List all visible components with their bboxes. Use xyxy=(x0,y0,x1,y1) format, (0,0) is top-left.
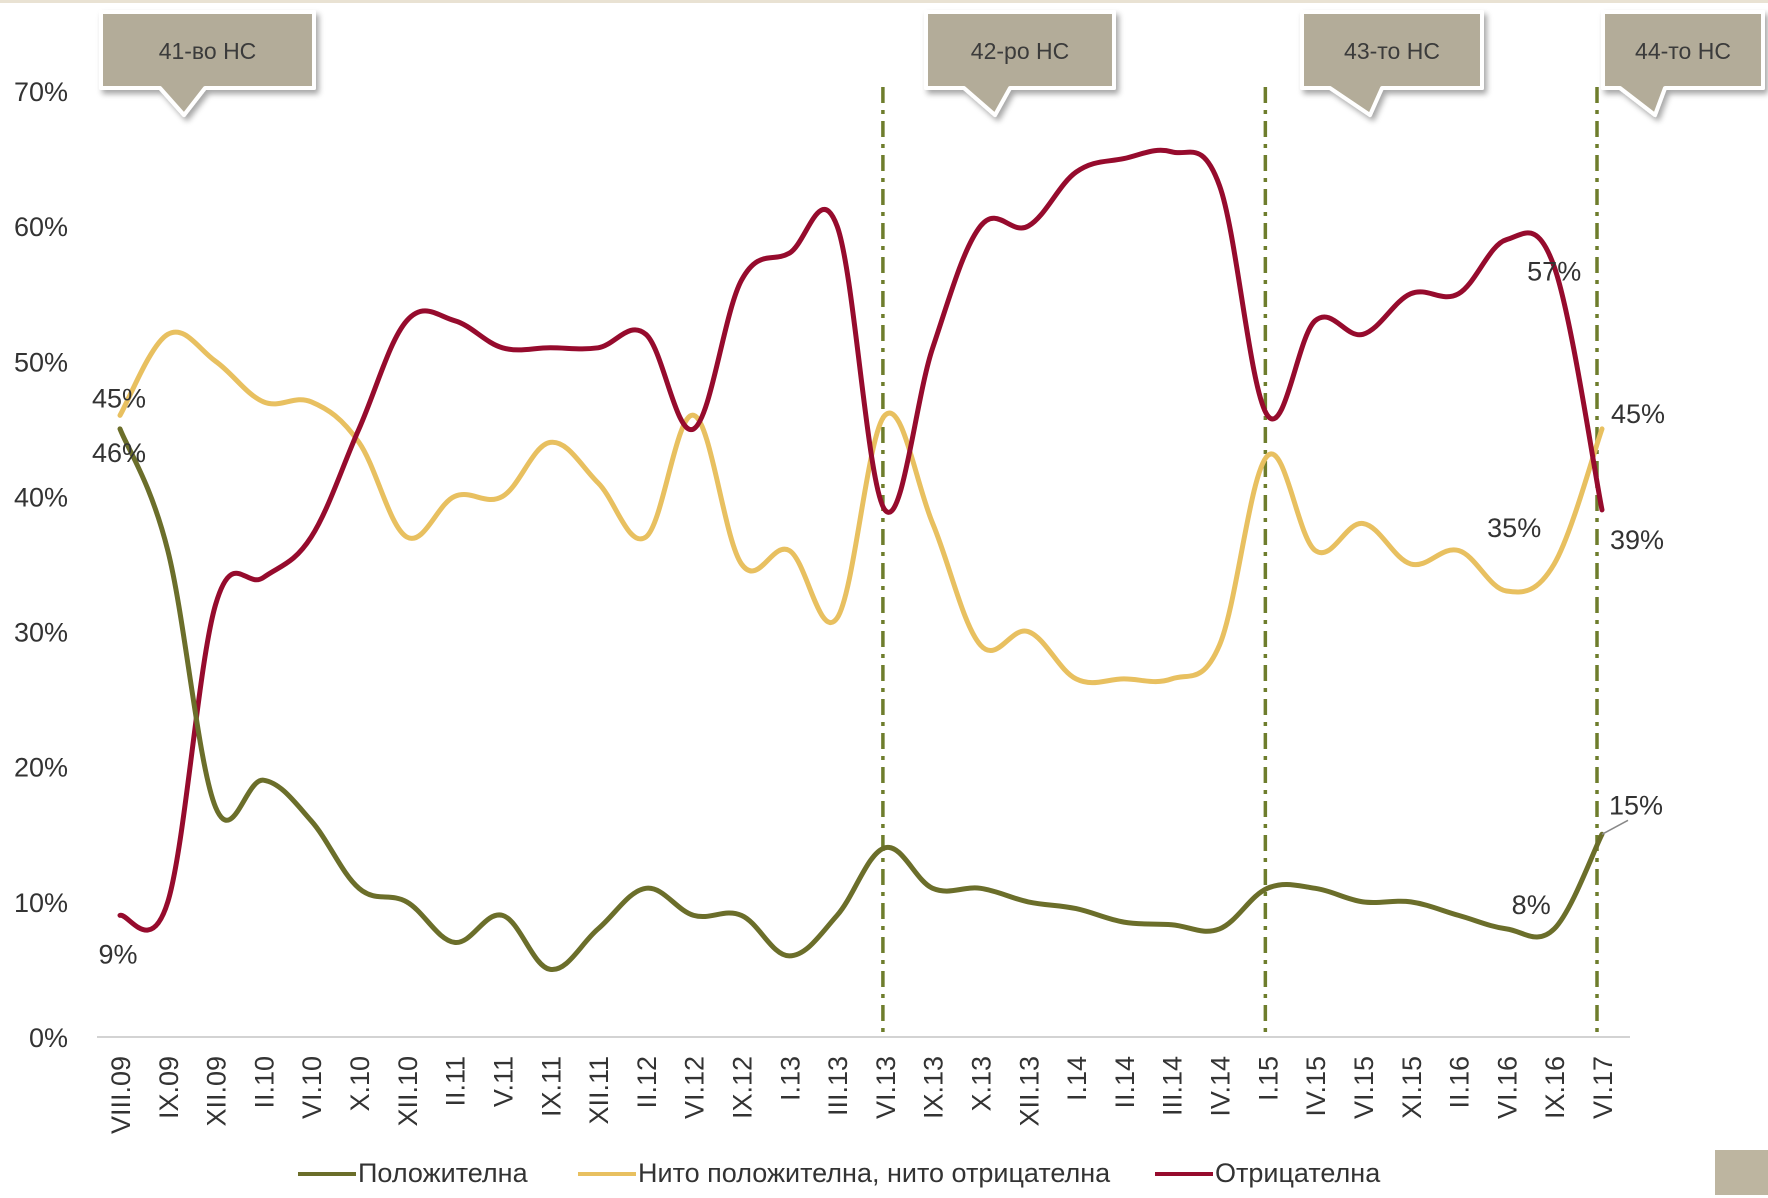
legend-swatch-neutral xyxy=(578,1171,636,1176)
x-tick-label: VIII.09 xyxy=(106,1056,136,1134)
series-line-neutral xyxy=(117,329,1605,686)
callout-label: 42-ро НС xyxy=(971,38,1069,64)
x-tick-label: I.13 xyxy=(775,1056,805,1101)
y-tick-label: 30% xyxy=(14,618,68,648)
legend-item-positive: Положителна xyxy=(298,1158,528,1189)
callout-label: 44-то НС xyxy=(1635,38,1731,64)
x-tick-label: XII.09 xyxy=(202,1056,232,1127)
x-tick-label: XII.13 xyxy=(1014,1056,1044,1127)
parliament-callout: 44-то НС xyxy=(1601,10,1765,117)
x-tick-label: IV.14 xyxy=(1206,1056,1236,1117)
parliament-callout: 41-во НС xyxy=(99,10,316,117)
legend-swatch-positive xyxy=(298,1171,356,1176)
callout-label: 43-то НС xyxy=(1344,38,1440,64)
parliament-markers xyxy=(881,87,1599,1037)
data-label: 39% xyxy=(1610,525,1664,555)
callout-shape xyxy=(1601,10,1765,117)
x-tick-label: IX.16 xyxy=(1540,1056,1570,1119)
data-labels: 45% 46% 9% 57% 35% 8% 45% 39% 15% xyxy=(92,257,1665,970)
axes: 0% 10% 20% 30% 40% 50% 60% 70% VIII.09 IX.09 XII.0… xyxy=(14,77,1630,1134)
line-chart: 0% 10% 20% 30% 40% 50% 60% 70% VIII.09 IX.09 XII.0… xyxy=(14,10,1765,1134)
chart-legend: Положителна Нито положителна, нито отриц… xyxy=(0,1158,1768,1198)
callout-shape xyxy=(99,10,316,117)
x-tick-label: I.14 xyxy=(1062,1056,1092,1101)
x-tick-label: II.12 xyxy=(632,1056,662,1109)
x-tick-label: II.14 xyxy=(1110,1056,1140,1109)
legend-item-negative: Отрицателна xyxy=(1155,1158,1380,1189)
series-line-negative xyxy=(117,147,1605,933)
x-tick-label: IX.12 xyxy=(727,1056,757,1119)
x-tick-label: XII.11 xyxy=(584,1056,614,1125)
data-label: 45% xyxy=(1611,399,1665,429)
x-tick-label: V.11 xyxy=(488,1056,518,1107)
y-tick-label: 10% xyxy=(14,888,68,918)
x-tick-label: III.14 xyxy=(1158,1056,1188,1116)
x-tick-label: IX.11 xyxy=(536,1056,566,1117)
x-tick-label: IV.15 xyxy=(1301,1056,1331,1117)
x-tick-label: X.10 xyxy=(345,1056,375,1112)
y-tick-label: 20% xyxy=(14,753,68,783)
y-tick-label: 70% xyxy=(14,77,68,107)
x-tick-label: IX.09 xyxy=(154,1056,184,1119)
corner-decoration xyxy=(1715,1150,1768,1195)
legend-item-neutral: Нито положителна, нито отрицателна xyxy=(578,1158,1110,1189)
x-tick-label: XI.15 xyxy=(1397,1056,1427,1119)
legend-label-neutral: Нито положителна, нито отрицателна xyxy=(638,1158,1111,1188)
x-tick-label: X.13 xyxy=(967,1056,997,1112)
y-tick-label: 50% xyxy=(14,347,68,377)
legend-label-positive: Положителна xyxy=(358,1158,528,1188)
callout-shape xyxy=(1300,10,1484,117)
data-label: 45% xyxy=(92,383,146,413)
series-lines xyxy=(117,147,1605,972)
data-label: 46% xyxy=(92,438,146,468)
callout-shape xyxy=(924,10,1116,117)
top-rule xyxy=(0,0,1768,3)
legend-swatch-negative xyxy=(1155,1171,1213,1176)
x-tick-label: VI.12 xyxy=(680,1056,710,1119)
data-label: 15% xyxy=(1609,790,1663,820)
y-tick-label: 0% xyxy=(29,1023,68,1053)
series-line-positive xyxy=(117,426,1605,972)
x-tick-label: VI.17 xyxy=(1588,1056,1618,1119)
parliament-callout: 43-то НС xyxy=(1300,10,1484,117)
callout-label: 41-во НС xyxy=(159,38,257,64)
x-tick-label: VI.16 xyxy=(1492,1056,1522,1119)
data-label: 8% xyxy=(1512,890,1551,920)
y-tick-label: 40% xyxy=(14,482,68,512)
y-tick-label: 60% xyxy=(14,212,68,242)
legend-label-negative: Отрицателна xyxy=(1215,1158,1381,1188)
data-label-leader xyxy=(1601,819,1629,835)
x-tick-label: XII.10 xyxy=(393,1056,423,1127)
data-label: 9% xyxy=(98,939,137,969)
x-tick-label: II.11 xyxy=(441,1056,471,1107)
x-tick-label: II.10 xyxy=(249,1056,279,1109)
x-tick-label: VI.15 xyxy=(1349,1056,1379,1119)
x-tick-label: VI.13 xyxy=(871,1056,901,1119)
data-label: 57% xyxy=(1527,257,1581,287)
x-tick-label: IX.13 xyxy=(919,1056,949,1119)
parliament-callout: 42-ро НС xyxy=(924,10,1116,117)
x-tick-label: III.13 xyxy=(823,1056,853,1116)
data-label: 35% xyxy=(1487,513,1541,543)
x-tick-label: I.15 xyxy=(1253,1056,1283,1101)
x-tick-label: VI.10 xyxy=(297,1056,327,1119)
parliament-callouts: 41-во НС 42-ро НС 43-то НС 44-то НС xyxy=(99,10,1765,117)
x-tick-label: II.16 xyxy=(1445,1056,1475,1109)
